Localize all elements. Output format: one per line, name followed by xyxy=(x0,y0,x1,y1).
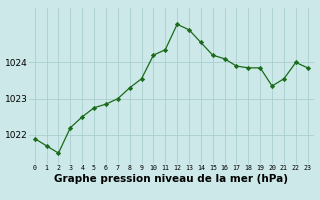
X-axis label: Graphe pression niveau de la mer (hPa): Graphe pression niveau de la mer (hPa) xyxy=(54,174,288,184)
